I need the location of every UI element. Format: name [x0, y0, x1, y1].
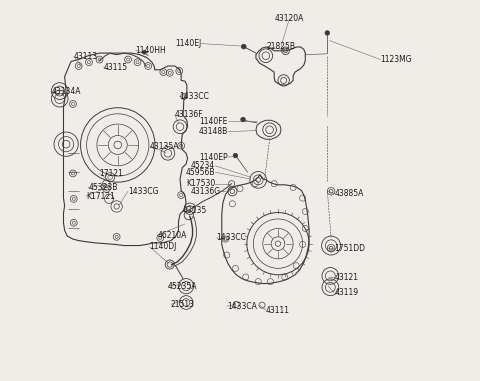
- Text: 46210A: 46210A: [157, 231, 187, 240]
- Text: 1140EP: 1140EP: [199, 153, 228, 162]
- Circle shape: [233, 153, 238, 158]
- Circle shape: [325, 31, 330, 35]
- Text: 1433CC: 1433CC: [216, 234, 246, 242]
- Text: 43136F: 43136F: [175, 110, 204, 119]
- Text: K17121: K17121: [86, 192, 115, 201]
- Text: 21513: 21513: [171, 300, 195, 309]
- Text: 43111: 43111: [266, 306, 290, 315]
- Text: 43113: 43113: [74, 52, 98, 61]
- Text: 43135: 43135: [182, 206, 206, 215]
- Text: 1751DD: 1751DD: [334, 244, 365, 253]
- Text: 45234: 45234: [191, 161, 216, 170]
- Text: 45235A: 45235A: [168, 282, 197, 291]
- Text: 45323B: 45323B: [88, 183, 118, 192]
- Text: 17121: 17121: [99, 169, 123, 178]
- Text: 1123MG: 1123MG: [381, 55, 412, 64]
- Text: 43136G: 43136G: [190, 187, 220, 196]
- Text: 1140HH: 1140HH: [136, 46, 167, 54]
- Circle shape: [241, 117, 245, 122]
- Text: 1140FE: 1140FE: [200, 117, 228, 126]
- Text: 43148B: 43148B: [199, 127, 228, 136]
- Text: 43119: 43119: [334, 288, 358, 297]
- Text: 43135A: 43135A: [150, 142, 179, 150]
- Text: 43134A: 43134A: [52, 87, 82, 96]
- Text: 1433CA: 1433CA: [227, 302, 257, 311]
- Circle shape: [143, 50, 146, 54]
- Text: 43120A: 43120A: [275, 14, 304, 23]
- Text: 1433CC: 1433CC: [179, 92, 209, 101]
- Text: 43115: 43115: [103, 62, 128, 72]
- Text: 43121: 43121: [334, 272, 358, 282]
- Text: K17530: K17530: [186, 179, 216, 188]
- Text: 1433CG: 1433CG: [128, 187, 158, 196]
- Text: 43885A: 43885A: [334, 189, 363, 198]
- Text: 21825B: 21825B: [266, 42, 296, 51]
- Text: 1140EJ: 1140EJ: [175, 39, 201, 48]
- Text: 45956B: 45956B: [186, 168, 216, 177]
- Circle shape: [241, 44, 246, 49]
- Text: 1140DJ: 1140DJ: [150, 242, 177, 251]
